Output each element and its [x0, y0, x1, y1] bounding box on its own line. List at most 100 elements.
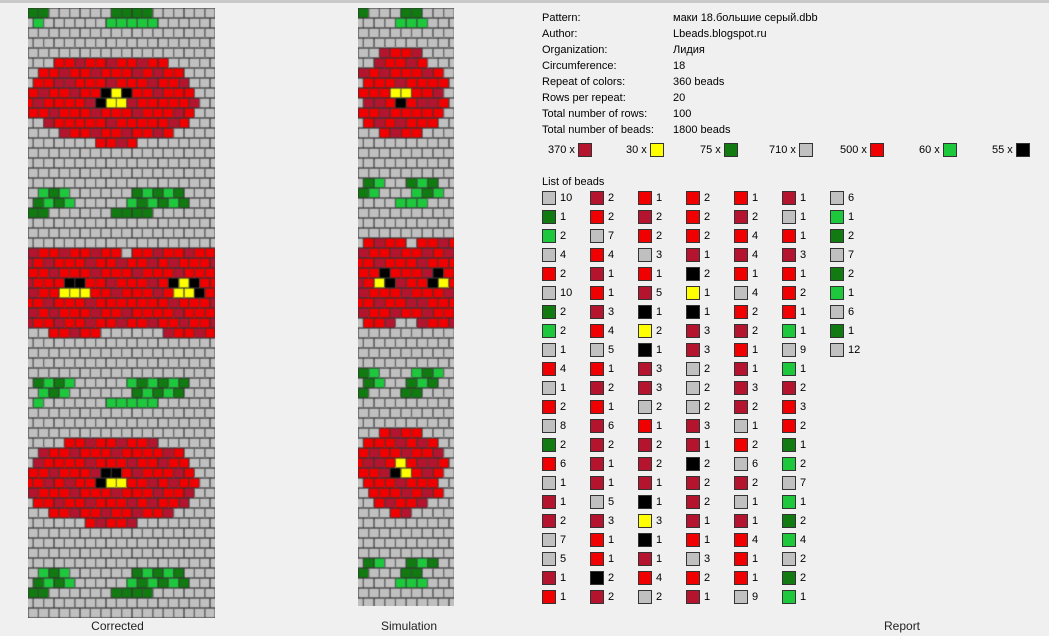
bead-color-swatch — [590, 248, 604, 262]
bead-list-item: 1 — [782, 210, 806, 226]
bead-count: 1 — [800, 211, 807, 223]
bead-color-swatch — [686, 267, 700, 281]
bead-color-swatch — [830, 210, 844, 224]
bead-color-swatch — [782, 514, 796, 528]
bead-list-item: 4 — [734, 248, 758, 264]
bead-count: 1 — [560, 382, 567, 394]
bead-count: 2 — [704, 496, 711, 508]
bead-list-item: 2 — [590, 571, 614, 587]
color-total-count: 55 x — [992, 144, 1013, 156]
bead-count: 1 — [608, 287, 615, 299]
bead-color-swatch — [782, 495, 796, 509]
bead-list-item: 9 — [782, 343, 806, 359]
bead-list-item: 1 — [782, 267, 806, 283]
bead-list-item: 2 — [590, 438, 614, 454]
bead-color-swatch — [590, 191, 604, 205]
bead-count: 2 — [656, 439, 663, 451]
bead-count: 2 — [560, 306, 567, 318]
bead-color-swatch — [542, 571, 556, 585]
bead-list-item: 1 — [782, 438, 806, 454]
bead-list-item: 4 — [542, 248, 566, 264]
bead-count: 1 — [752, 363, 759, 375]
bead-list-item: 1 — [830, 210, 854, 226]
bead-count: 7 — [848, 249, 855, 261]
bead-list-item: 3 — [686, 343, 710, 359]
report-caption-label: Report — [884, 619, 921, 633]
bead-list-item: 1 — [542, 571, 566, 587]
bead-list-item: 2 — [542, 229, 566, 245]
bead-color-swatch — [542, 210, 556, 224]
bead-count: 2 — [656, 230, 663, 242]
color-swatch — [723, 143, 738, 157]
bead-count: 1 — [608, 268, 615, 280]
bead-count: 3 — [800, 401, 807, 413]
bead-list-item: 2 — [542, 324, 566, 340]
simulation-caption: Simulation — [380, 619, 438, 633]
bead-color-swatch — [734, 324, 748, 338]
color-swatch — [649, 143, 664, 157]
bead-count: 1 — [800, 591, 807, 603]
bead-list-item: 3 — [590, 514, 614, 530]
bead-count: 2 — [704, 382, 711, 394]
bead-color-swatch — [590, 210, 604, 224]
bead-count: 3 — [608, 515, 615, 527]
bead-list-item: 2 — [590, 590, 614, 606]
info-key: Organization: — [542, 44, 608, 56]
color-swatch — [1015, 143, 1030, 157]
bead-color-swatch — [590, 381, 604, 395]
bead-count: 8 — [560, 420, 567, 432]
bead-color-swatch — [782, 419, 796, 433]
bead-list-item: 2 — [638, 400, 662, 416]
info-key: Rows per repeat: — [542, 92, 626, 104]
bead-list-item: 1 — [686, 286, 710, 302]
bead-list-item: 1 — [638, 343, 662, 359]
report-pane: Pattern: маки 18.большие серый.dbb Author:… — [532, 0, 1049, 636]
bead-count: 1 — [800, 230, 807, 242]
bead-count: 2 — [752, 477, 759, 489]
bead-color-swatch — [590, 533, 604, 547]
bead-color-swatch — [734, 514, 748, 528]
bead-count: 12 — [848, 344, 861, 356]
bead-count: 2 — [704, 268, 711, 280]
bead-count: 2 — [752, 211, 759, 223]
bead-list-item: 1 — [686, 438, 710, 454]
bead-count: 2 — [752, 401, 759, 413]
bead-count: 2 — [656, 401, 663, 413]
bead-color-swatch — [734, 495, 748, 509]
bead-count: 6 — [608, 420, 615, 432]
bead-list-item: 2 — [830, 229, 854, 245]
bead-list-item: 1 — [638, 552, 662, 568]
bead-list-item: 3 — [686, 324, 710, 340]
bead-color-swatch — [638, 343, 652, 357]
bead-list-item: 2 — [686, 457, 710, 473]
bead-list-item: 2 — [542, 438, 566, 454]
bead-list-item: 3 — [734, 381, 758, 397]
bead-count: 2 — [704, 477, 711, 489]
bead-color-swatch — [686, 210, 700, 224]
bead-list-item: 8 — [542, 419, 566, 435]
simulation-pane: Simulation — [346, 0, 472, 636]
bead-color-swatch — [734, 381, 748, 395]
bead-count: 2 — [800, 420, 807, 432]
bead-count: 1 — [752, 553, 759, 565]
corrected-pattern-grid[interactable] — [28, 8, 215, 618]
bead-color-swatch — [590, 400, 604, 414]
bead-list-item: 2 — [782, 286, 806, 302]
bead-color-swatch — [782, 590, 796, 604]
bead-count: 1 — [848, 287, 855, 299]
simulation-view[interactable] — [358, 8, 454, 606]
bead-count: 2 — [800, 515, 807, 527]
bead-list-item: 1 — [590, 476, 614, 492]
bead-count: 1 — [656, 306, 663, 318]
color-total: 710 x — [769, 143, 813, 163]
bead-count: 2 — [608, 211, 615, 223]
bead-count: 2 — [704, 211, 711, 223]
bead-color-swatch — [734, 229, 748, 243]
bead-count: 1 — [656, 192, 663, 204]
bead-list-item: 6 — [734, 457, 758, 473]
bead-count: 9 — [752, 591, 759, 603]
bead-color-swatch — [686, 590, 700, 604]
bead-color-swatch — [686, 343, 700, 357]
bead-color-swatch — [590, 590, 604, 604]
bead-color-swatch — [830, 248, 844, 262]
